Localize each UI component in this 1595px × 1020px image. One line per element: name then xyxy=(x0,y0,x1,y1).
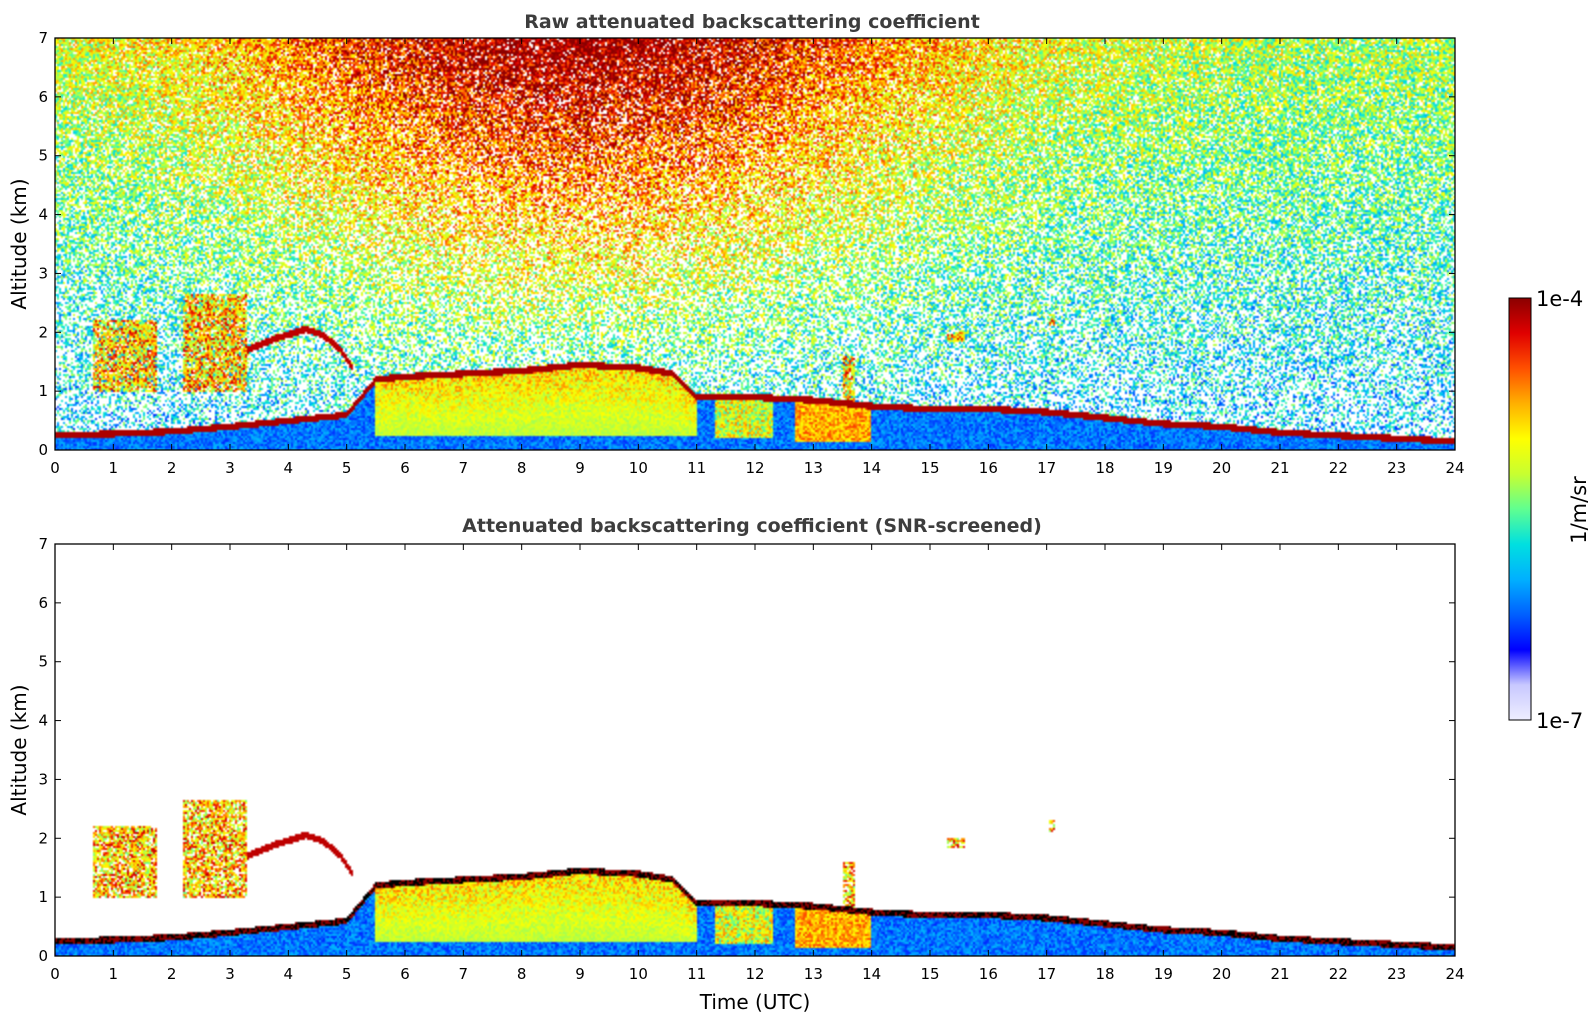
y-tick-label: 7 xyxy=(38,535,48,553)
raw-backscatter-heatmap xyxy=(55,38,1455,450)
x-tick-label: 22 xyxy=(1329,965,1348,983)
x-tick-label: 13 xyxy=(804,459,823,477)
colorbar-gradient xyxy=(1508,297,1532,721)
x-tick-label: 8 xyxy=(517,459,527,477)
raw-backscatter-panel: Raw attenuated backscattering coefficien… xyxy=(7,11,1465,477)
y-tick-label: 4 xyxy=(38,712,48,730)
x-tick-label: 0 xyxy=(50,965,60,983)
colorbar-unit-label: 1/m/sr xyxy=(1567,476,1591,544)
x-tick-label: 5 xyxy=(342,459,352,477)
y-tick-label: 6 xyxy=(38,594,48,612)
y-tick-label: 1 xyxy=(38,382,48,400)
y-tick-label: 7 xyxy=(38,29,48,47)
x-tick-label: 16 xyxy=(979,965,998,983)
x-tick-label: 7 xyxy=(459,965,469,983)
x-tick-label: 4 xyxy=(284,459,294,477)
x-tick-label: 9 xyxy=(575,459,585,477)
y-tick-label: 3 xyxy=(38,770,48,788)
x-tick-label: 20 xyxy=(1212,965,1231,983)
screened-backscatter-panel: Attenuated backscattering coefficient (S… xyxy=(7,515,1465,1014)
x-tick-label: 6 xyxy=(400,965,410,983)
x-tick-label: 15 xyxy=(920,459,939,477)
screened-x-axis: 0 1 2 3 4 5 6 7 8 9 10 11 12 13 14 15 16 17 18 19 20 21 22 23 24 xyxy=(50,544,1465,983)
x-tick-label: 1 xyxy=(109,965,119,983)
colorbar-max-label: 1e-4 xyxy=(1536,287,1583,311)
x-tick-label: 4 xyxy=(284,965,294,983)
y-tick-label: 0 xyxy=(38,441,48,459)
x-tick-label: 1 xyxy=(109,459,119,477)
x-tick-label: 6 xyxy=(400,459,410,477)
y-tick-label: 4 xyxy=(38,206,48,224)
x-tick-label: 18 xyxy=(1095,459,1114,477)
x-tick-label: 5 xyxy=(342,965,352,983)
y-tick-label: 6 xyxy=(38,88,48,106)
y-tick-label: 2 xyxy=(38,829,48,847)
y-tick-label: 5 xyxy=(38,653,48,671)
x-tick-label: 10 xyxy=(629,459,648,477)
x-tick-label: 21 xyxy=(1270,459,1289,477)
x-tick-label: 16 xyxy=(979,459,998,477)
x-tick-label: 3 xyxy=(225,965,235,983)
x-tick-label: 21 xyxy=(1270,965,1289,983)
y-tick-label: 2 xyxy=(38,323,48,341)
x-tick-label: 8 xyxy=(517,965,527,983)
raw-x-axis: 0 1 2 3 4 5 6 7 8 9 10 11 12 13 14 15 16 17 18 19 20 21 22 23 24 xyxy=(50,38,1465,477)
x-tick-label: 19 xyxy=(1154,965,1173,983)
raw-y-axis-label: Altitude (km) xyxy=(7,178,31,309)
x-tick-label: 2 xyxy=(167,459,177,477)
x-tick-label: 3 xyxy=(225,459,235,477)
screened-panel-title: Attenuated backscattering coefficient (S… xyxy=(462,515,1042,537)
x-tick-label: 23 xyxy=(1387,965,1406,983)
x-tick-label: 17 xyxy=(1037,965,1056,983)
x-tick-label: 11 xyxy=(687,965,706,983)
x-tick-label: 24 xyxy=(1445,965,1464,983)
screened-y-axis: 0 1 2 3 4 5 6 7 xyxy=(38,535,1455,965)
y-tick-label: 5 xyxy=(38,147,48,165)
x-tick-label: 20 xyxy=(1212,459,1231,477)
x-tick-label: 13 xyxy=(804,965,823,983)
x-tick-label: 7 xyxy=(459,459,469,477)
y-tick-label: 0 xyxy=(38,947,48,965)
colorbar: 1e-4 1e-7 1/m/sr xyxy=(1508,287,1591,733)
x-tick-label: 15 xyxy=(920,965,939,983)
y-tick-label: 1 xyxy=(38,888,48,906)
x-tick-label: 19 xyxy=(1154,459,1173,477)
x-tick-label: 17 xyxy=(1037,459,1056,477)
x-tick-label: 9 xyxy=(575,965,585,983)
x-tick-label: 12 xyxy=(745,459,764,477)
x-tick-label: 23 xyxy=(1387,459,1406,477)
x-tick-label: 22 xyxy=(1329,459,1348,477)
x-tick-label: 14 xyxy=(862,459,881,477)
x-tick-label: 0 xyxy=(50,459,60,477)
x-tick-label: 18 xyxy=(1095,965,1114,983)
x-tick-label: 12 xyxy=(745,965,764,983)
y-tick-label: 3 xyxy=(38,264,48,282)
raw-panel-title: Raw attenuated backscattering coefficien… xyxy=(524,11,980,33)
x-tick-label: 14 xyxy=(862,965,881,983)
x-tick-label: 24 xyxy=(1445,459,1464,477)
screened-y-axis-label: Altitude (km) xyxy=(7,684,31,815)
screened-backscatter-heatmap xyxy=(55,544,1455,956)
x-tick-label: 10 xyxy=(629,965,648,983)
colorbar-min-label: 1e-7 xyxy=(1536,709,1583,733)
raw-y-axis: 0 1 2 3 4 5 6 7 xyxy=(38,29,1455,459)
x-tick-label: 2 xyxy=(167,965,177,983)
x-axis-label: Time (UTC) xyxy=(699,990,811,1014)
x-tick-label: 11 xyxy=(687,459,706,477)
